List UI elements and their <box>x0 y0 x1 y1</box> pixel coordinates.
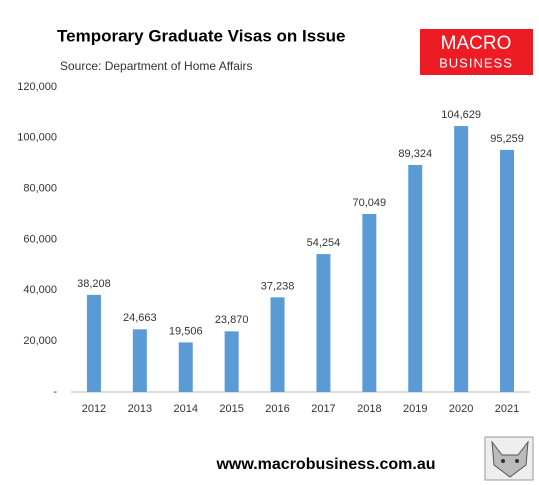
data-label: 23,870 <box>215 314 249 326</box>
data-label: 104,629 <box>441 109 481 121</box>
logo-text: BUSINESS <box>439 55 513 70</box>
data-label: 19,506 <box>169 325 203 337</box>
data-label: 24,663 <box>123 312 157 324</box>
data-label: 70,049 <box>353 197 387 209</box>
x-tick-label: 2014 <box>174 403 198 415</box>
x-tick-label: 2021 <box>495 403 519 415</box>
x-tick-label: 2012 <box>82 403 106 415</box>
chart-title: Temporary Graduate Visas on Issue <box>57 26 346 45</box>
y-tick-label: 120,000 <box>17 81 57 93</box>
data-label: 37,238 <box>261 280 295 292</box>
bar <box>132 329 147 392</box>
bar <box>500 149 515 392</box>
x-tick-label: 2020 <box>449 403 473 415</box>
x-tick-label: 2013 <box>128 403 152 415</box>
bar <box>270 297 285 392</box>
y-tick-label: 100,000 <box>17 132 57 144</box>
x-tick-label: 2018 <box>357 403 381 415</box>
x-tick-label: 2016 <box>265 403 289 415</box>
chart-subtitle: Source: Department of Home Affairs <box>60 59 253 73</box>
data-label: 95,259 <box>490 133 524 145</box>
bar <box>86 294 101 392</box>
logo-box <box>420 29 533 75</box>
y-tick-label: - <box>53 386 57 398</box>
y-tick-label: 20,000 <box>23 335 57 347</box>
bar <box>178 342 193 392</box>
y-tick-label: 40,000 <box>23 284 57 296</box>
footer-url: www.macrobusiness.com.au <box>215 456 435 473</box>
data-label: 89,324 <box>398 148 432 160</box>
x-tick-label: 2019 <box>403 403 427 415</box>
bar <box>408 164 423 392</box>
wolf-icon <box>484 436 534 481</box>
bar <box>454 126 469 392</box>
bar <box>362 213 377 392</box>
logo-text: MACRO <box>441 33 512 54</box>
x-tick-label: 2015 <box>219 403 243 415</box>
bar <box>224 331 239 392</box>
y-tick-label: 80,000 <box>23 183 57 195</box>
x-tick-label: 2017 <box>311 403 335 415</box>
y-tick-label: 60,000 <box>23 233 57 245</box>
data-label: 54,254 <box>307 237 341 249</box>
bar <box>316 254 331 392</box>
data-label: 38,208 <box>77 278 111 290</box>
